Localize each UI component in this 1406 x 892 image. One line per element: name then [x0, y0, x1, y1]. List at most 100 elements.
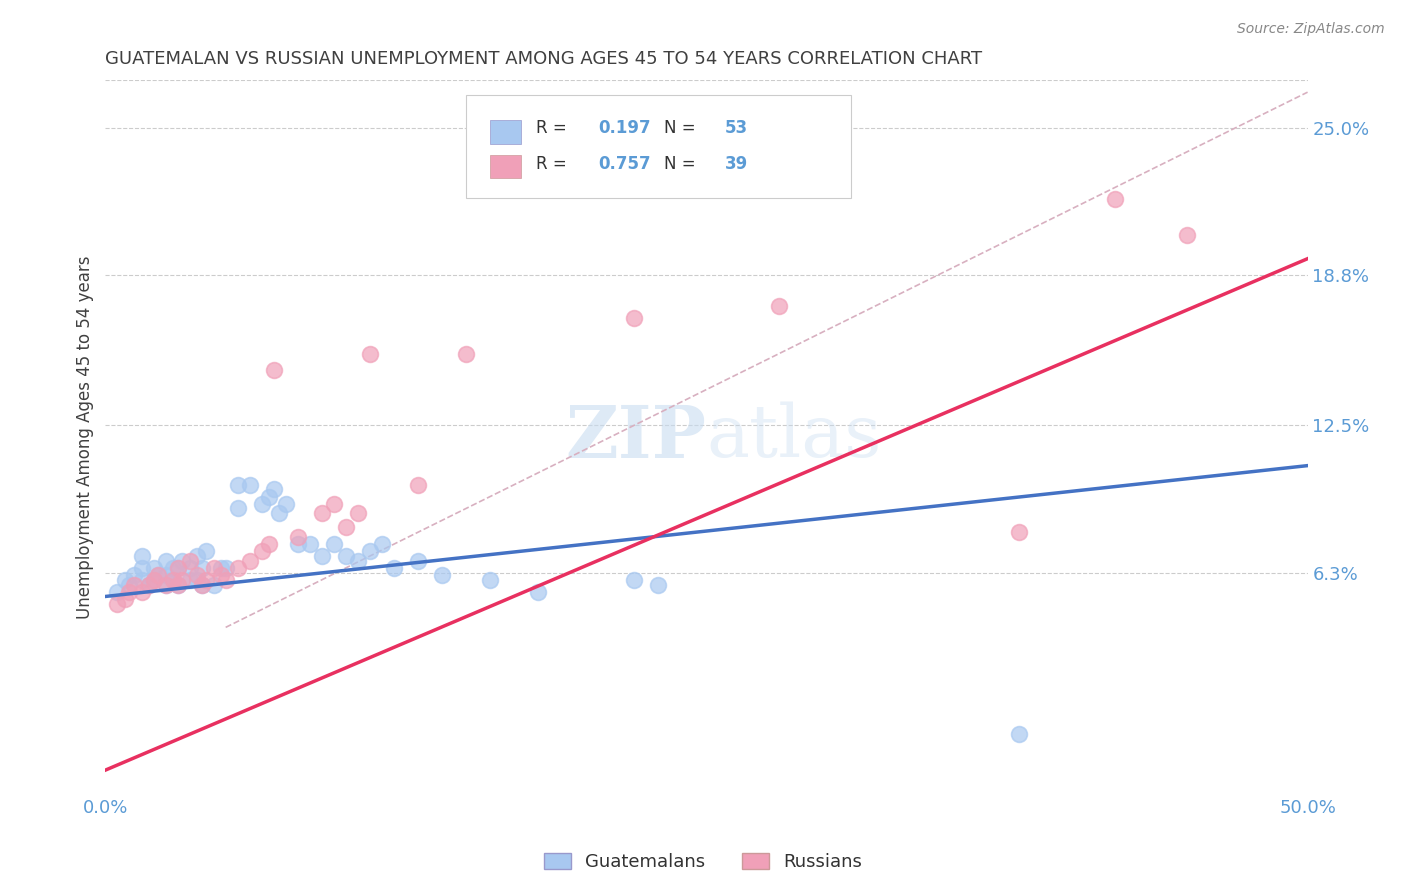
Point	[166, 561, 188, 575]
Point	[347, 554, 370, 568]
Point	[166, 561, 188, 575]
Text: 0.757: 0.757	[599, 155, 651, 173]
Point	[257, 490, 280, 504]
Point	[209, 561, 232, 575]
Point	[202, 577, 225, 591]
Point	[768, 299, 790, 313]
Point	[406, 554, 429, 568]
Text: GUATEMALAN VS RUSSIAN UNEMPLOYMENT AMONG AGES 45 TO 54 YEARS CORRELATION CHART: GUATEMALAN VS RUSSIAN UNEMPLOYMENT AMONG…	[105, 50, 983, 68]
Point	[186, 549, 208, 563]
Point	[162, 561, 184, 575]
Legend: Guatemalans, Russians: Guatemalans, Russians	[537, 846, 869, 879]
Point	[114, 573, 136, 587]
Point	[155, 554, 177, 568]
Text: ZIP: ZIP	[565, 401, 707, 473]
Point	[118, 577, 141, 591]
Point	[239, 477, 262, 491]
Point	[148, 568, 170, 582]
Point	[250, 497, 273, 511]
Point	[124, 568, 146, 582]
Point	[179, 561, 201, 575]
Point	[623, 311, 645, 326]
Point	[124, 577, 146, 591]
Point	[226, 477, 249, 491]
Point	[347, 506, 370, 520]
Point	[142, 561, 165, 575]
Point	[209, 568, 232, 582]
Point	[1175, 227, 1198, 242]
Point	[138, 577, 160, 591]
Point	[623, 573, 645, 587]
Text: 39: 39	[724, 155, 748, 173]
Point	[155, 577, 177, 591]
Point	[190, 577, 212, 591]
Point	[226, 561, 249, 575]
Point	[107, 584, 129, 599]
Point	[430, 568, 453, 582]
Point	[250, 544, 273, 558]
Point	[214, 561, 236, 575]
Point	[287, 530, 309, 544]
Text: 53: 53	[724, 120, 748, 137]
Point	[359, 347, 381, 361]
FancyBboxPatch shape	[465, 95, 851, 198]
Point	[190, 561, 212, 575]
Point	[162, 573, 184, 587]
Point	[202, 561, 225, 575]
Point	[1008, 727, 1031, 741]
Point	[131, 549, 153, 563]
Point	[257, 537, 280, 551]
Point	[107, 597, 129, 611]
Y-axis label: Unemployment Among Ages 45 to 54 years: Unemployment Among Ages 45 to 54 years	[76, 255, 94, 619]
Point	[172, 554, 194, 568]
Text: 0.197: 0.197	[599, 120, 651, 137]
Point	[195, 573, 218, 587]
Point	[267, 506, 290, 520]
Point	[298, 537, 321, 551]
Point	[114, 591, 136, 606]
Point	[190, 577, 212, 591]
Point	[226, 501, 249, 516]
Point	[155, 568, 177, 582]
Point	[647, 577, 669, 591]
Point	[131, 561, 153, 575]
Point	[527, 584, 550, 599]
Point	[311, 549, 333, 563]
Point	[406, 477, 429, 491]
Text: N =: N =	[665, 155, 702, 173]
Point	[239, 554, 262, 568]
FancyBboxPatch shape	[491, 120, 522, 144]
Point	[179, 573, 201, 587]
Text: N =: N =	[665, 120, 702, 137]
Point	[166, 577, 188, 591]
Point	[131, 584, 153, 599]
Point	[335, 520, 357, 534]
Point	[335, 549, 357, 563]
Point	[142, 573, 165, 587]
Point	[138, 577, 160, 591]
Point	[162, 573, 184, 587]
Point	[359, 544, 381, 558]
Point	[263, 363, 285, 377]
Point	[322, 537, 344, 551]
Text: Source: ZipAtlas.com: Source: ZipAtlas.com	[1237, 22, 1385, 37]
Text: R =: R =	[536, 155, 572, 173]
Point	[311, 506, 333, 520]
Point	[166, 577, 188, 591]
Point	[371, 537, 394, 551]
Point	[263, 483, 285, 497]
FancyBboxPatch shape	[491, 154, 522, 178]
Text: R =: R =	[536, 120, 572, 137]
Point	[479, 573, 502, 587]
Point	[382, 561, 405, 575]
Point	[179, 554, 201, 568]
Point	[131, 573, 153, 587]
Point	[322, 497, 344, 511]
Text: atlas: atlas	[707, 401, 882, 473]
Point	[195, 544, 218, 558]
Point	[287, 537, 309, 551]
Point	[142, 573, 165, 587]
Point	[1008, 525, 1031, 540]
Point	[155, 577, 177, 591]
Point	[214, 573, 236, 587]
